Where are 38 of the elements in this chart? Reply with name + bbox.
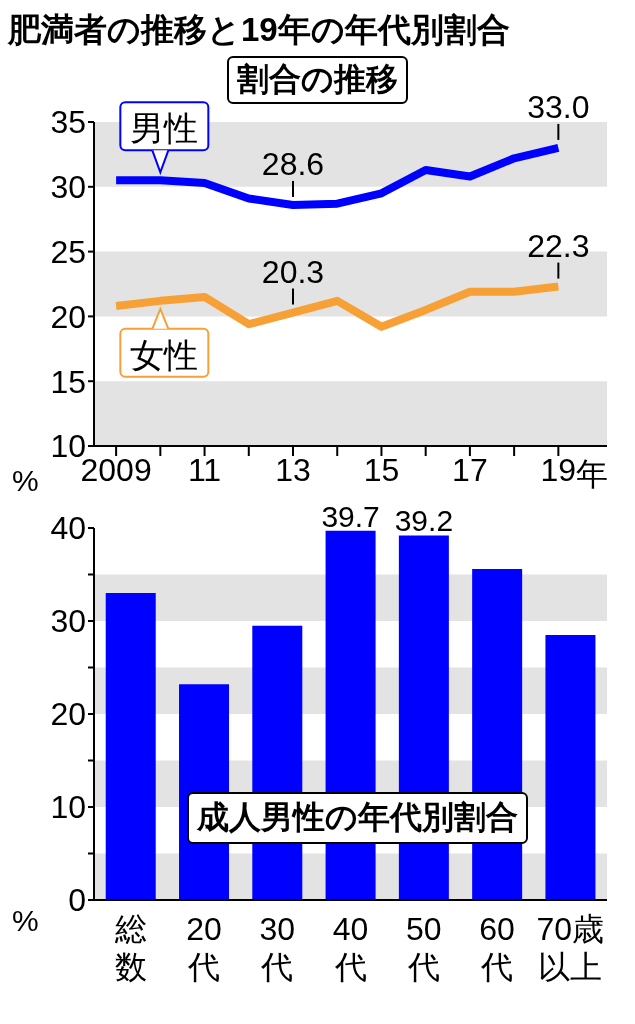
chart-subtitle: 割合の推移	[227, 56, 408, 104]
data-label: 22.3	[527, 227, 590, 264]
data-label: 28.6	[261, 145, 325, 182]
y-tick-label: 15	[50, 363, 86, 400]
bar	[545, 634, 596, 900]
chart-title: 肥満者の推移と19年の年代別割合	[8, 10, 511, 50]
data-label: 39.7	[321, 499, 380, 533]
x-tick-label: 15	[363, 451, 400, 488]
data-label: 20.3	[261, 253, 325, 290]
x-tick-label: 30代	[259, 911, 296, 985]
y-tick-label: 25	[50, 233, 86, 270]
y-axis-title: %	[12, 464, 39, 498]
y-tick-label: 40	[50, 510, 86, 547]
x-axis-title: 年	[576, 456, 608, 492]
x-tick-label: 19	[540, 451, 577, 488]
x-tick-label: 総数	[113, 911, 147, 985]
data-label: 39.2	[394, 504, 454, 538]
series-label: 男性	[130, 109, 199, 148]
data-label: 33.0	[527, 88, 590, 125]
x-tick-label: 17	[452, 451, 488, 488]
text: 成人男性の年代別割合	[187, 792, 528, 844]
legend-label: 女性	[130, 335, 199, 374]
x-tick-label: 60代	[479, 911, 515, 985]
x-tick-label: 40代	[332, 911, 369, 985]
y-axis-title: %	[12, 904, 39, 938]
y-tick-label: 30	[50, 603, 86, 640]
y-tick-label: 20	[50, 298, 86, 335]
y-tick-label: 0	[68, 882, 86, 919]
y-tick-label: 35	[50, 104, 86, 141]
y-tick-label: 10	[50, 789, 86, 826]
x-tick-label: 50代	[405, 911, 442, 985]
x-tick-label: 70歳以上	[536, 911, 605, 985]
x-tick-label: 13	[275, 451, 311, 488]
x-tick-label: 11	[187, 451, 222, 488]
y-tick-label: 20	[50, 696, 86, 733]
y-tick-label: 30	[50, 169, 86, 206]
bar	[105, 593, 156, 900]
x-tick-label: 20代	[186, 911, 222, 985]
